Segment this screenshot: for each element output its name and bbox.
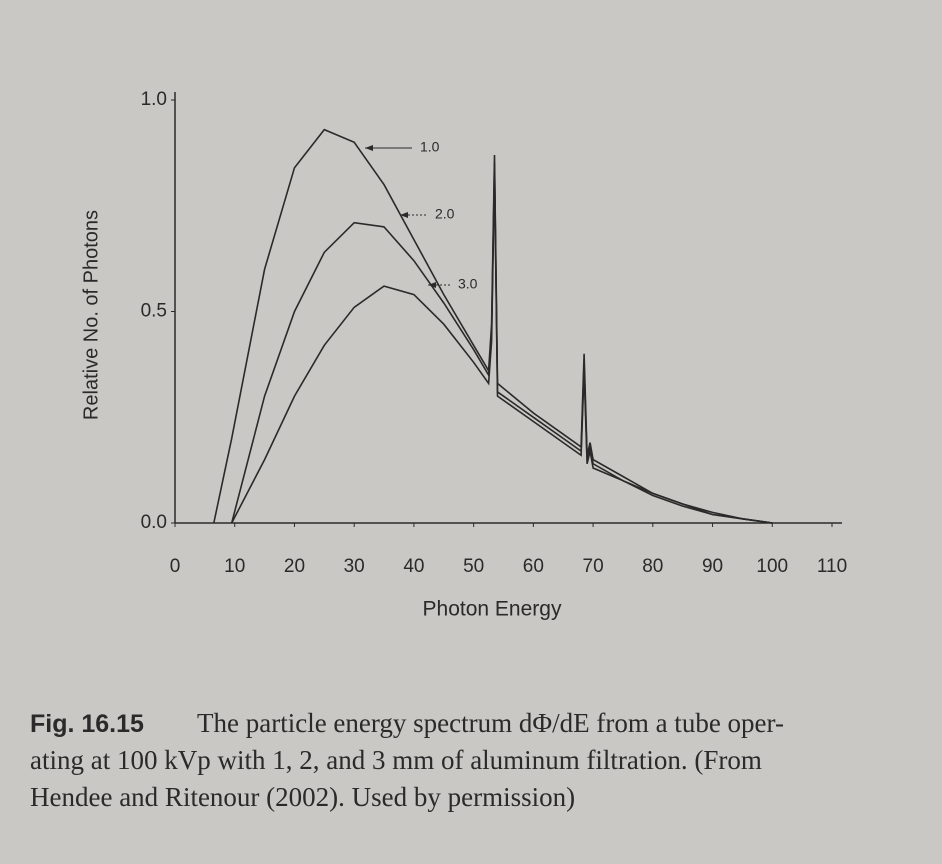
y-tick-label: 0.5	[141, 301, 167, 322]
caption-line: Hendee and Ritenour (2002). Used by perm…	[30, 782, 575, 812]
series-label: 3.0	[458, 276, 478, 292]
x-tick-label: 80	[642, 556, 663, 577]
x-tick-label: 10	[224, 556, 245, 577]
y-tick-label: 0.0	[141, 512, 167, 533]
x-tick-label: 40	[403, 556, 424, 577]
caption-line: The particle energy spectrum dΦ/dE from …	[197, 708, 784, 738]
caption-line: ating at 100 kVp with 1, 2, and 3 mm of …	[30, 745, 762, 775]
caption-label: Fig. 16.15	[30, 710, 144, 738]
x-tick-label: 70	[583, 556, 604, 577]
series-line	[230, 171, 773, 524]
x-tick-label: 20	[284, 556, 305, 577]
series-line	[230, 163, 773, 524]
series-label: 1.0	[420, 139, 440, 155]
x-tick-label: 90	[702, 556, 723, 577]
label-arrow	[428, 282, 436, 288]
x-tick-label: 0	[170, 556, 181, 577]
label-arrow	[365, 145, 373, 151]
x-tick-label: 110	[817, 556, 847, 577]
x-tick-label: 50	[463, 556, 484, 577]
y-axis-label: Relative No. of Photons	[80, 210, 102, 420]
x-tick-label: 100	[756, 556, 788, 577]
series-line	[213, 128, 773, 524]
x-tick-label: 60	[523, 556, 544, 577]
label-arrow	[400, 212, 408, 218]
x-axis-label: Photon Energy	[423, 598, 562, 621]
y-tick-label: 1.0	[141, 89, 167, 110]
series-label: 2.0	[435, 206, 455, 222]
x-tick-label: 30	[344, 556, 365, 577]
